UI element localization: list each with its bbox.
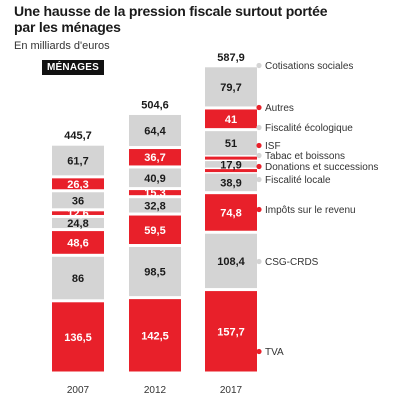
segment-value-label: 40,9 (144, 173, 165, 185)
x-tick-label: 2012 (144, 385, 167, 396)
legend-label: Fiscalité écologique (265, 123, 353, 134)
segment-value-label: 32,8 (144, 200, 165, 212)
bar-total-label: 445,7 (64, 130, 92, 142)
bar-segment-autres-2017 (205, 109, 257, 129)
x-tick-label: 2007 (67, 385, 90, 396)
segment-value-label: 142,5 (141, 330, 169, 342)
legend-label: Cotisations sociales (265, 61, 353, 72)
segment-value-label: 24,8 (67, 218, 88, 230)
category-badge: MÉNAGES (42, 60, 104, 75)
bar-segment-fiscalit-locale-2007 (52, 217, 104, 229)
segment-value-label: 41 (225, 114, 237, 126)
legend-dot (256, 124, 262, 131)
bar-segment-csg-crds-2012 (129, 247, 181, 297)
segment-value-label: 61,7 (67, 156, 88, 168)
bar-segment-imp-ts-sur-le-revenu-2012 (129, 215, 181, 245)
bar-segment-donations-et-successions-2017 (205, 169, 257, 173)
bar-segment-csg-crds-2017 (205, 233, 257, 289)
bar-segment-cotisations-sociales-2017 (205, 67, 257, 107)
legend-dot (256, 104, 262, 111)
segment-value-label: 51 (225, 138, 237, 150)
bar-segment-csg-crds-2007 (52, 256, 104, 300)
segment-value-label: 136,5 (64, 332, 92, 344)
legend-label: Impôts sur le revenu (265, 205, 356, 216)
segment-value-label: 36 (72, 195, 84, 207)
segment-value-label: 108,4 (217, 256, 245, 268)
segment-value-label: 64,4 (144, 126, 166, 138)
segment-value-label: 59,5 (144, 225, 165, 237)
bar-segment-fiscalit-locale-2012 (129, 198, 181, 213)
segment-value-label: 17,9 (220, 159, 241, 171)
legend-dot (256, 163, 262, 170)
legend-dot (256, 62, 262, 69)
bar-segment-fiscalit-cologique-2007 (52, 145, 104, 176)
segment-value-label: 74,8 (220, 207, 241, 219)
segment-value-label: 36,7 (144, 152, 165, 164)
legend-dot (256, 258, 262, 265)
bar-segment-imp-ts-sur-le-revenu-2007 (52, 231, 104, 254)
bar-segment-isf-2012 (129, 149, 181, 166)
segment-value-label: 79,7 (220, 82, 241, 94)
bar-segment-isf-2007 (52, 178, 104, 190)
bar-segment-tabac-et-boissons-2012 (129, 168, 181, 188)
segment-value-label: 38,9 (220, 177, 241, 189)
legend-label: TVA (265, 347, 284, 358)
segment-value-label: 98,5 (144, 267, 165, 279)
bar-segment-tabac-et-boissons-2017 (205, 161, 257, 168)
legend-label: Fiscalité locale (265, 175, 331, 186)
segment-value-label: 48,6 (67, 237, 88, 249)
chart-subtitle: En milliards d'euros (14, 40, 110, 52)
bar-segment-isf-2017 (205, 156, 257, 160)
bar-segment-tva-2007 (52, 302, 104, 372)
segment-value-label: 157,7 (217, 326, 245, 338)
bar-segment-donations-et-successions-2012 (129, 190, 181, 196)
legend-label: ISF (265, 141, 281, 152)
chart-title: Une hausse de la pression fiscale surtou… (14, 3, 328, 35)
legend-dot (256, 142, 262, 149)
bar-segment-imp-ts-sur-le-revenu-2017 (205, 194, 257, 231)
bar-segment-tabac-et-boissons-2007 (52, 192, 104, 209)
bar-segment-fiscalit-cologique-2012 (129, 114, 181, 147)
legend-dot (256, 152, 262, 159)
segment-value-label: 12,6 (67, 208, 88, 220)
legend-dot (256, 348, 262, 355)
segment-value-label: 15,3 (144, 188, 165, 200)
legend-dot (256, 206, 262, 213)
segment-value-label: 26,3 (67, 179, 88, 191)
bar-total-label: 504,6 (141, 99, 169, 111)
legend-label: Autres (265, 103, 294, 114)
bar-segment-fiscalit-locale-2017 (205, 173, 257, 192)
legend-label: Tabac et boissons (265, 151, 345, 162)
bar-segment-tva-2017 (205, 291, 257, 372)
bar-total-label: 587,9 (217, 52, 245, 64)
x-tick-label: 2017 (220, 385, 243, 396)
legend-label: Donations et successions (265, 162, 378, 173)
legend-label: CSG-CRDS (265, 257, 319, 268)
bar-segment-donations-et-successions-2007 (52, 211, 104, 215)
legend-dot (256, 176, 262, 183)
bar-segment-tva-2012 (129, 299, 181, 372)
segment-value-label: 86 (72, 273, 84, 285)
bar-segment-fiscalit-cologique-2017 (205, 131, 257, 156)
